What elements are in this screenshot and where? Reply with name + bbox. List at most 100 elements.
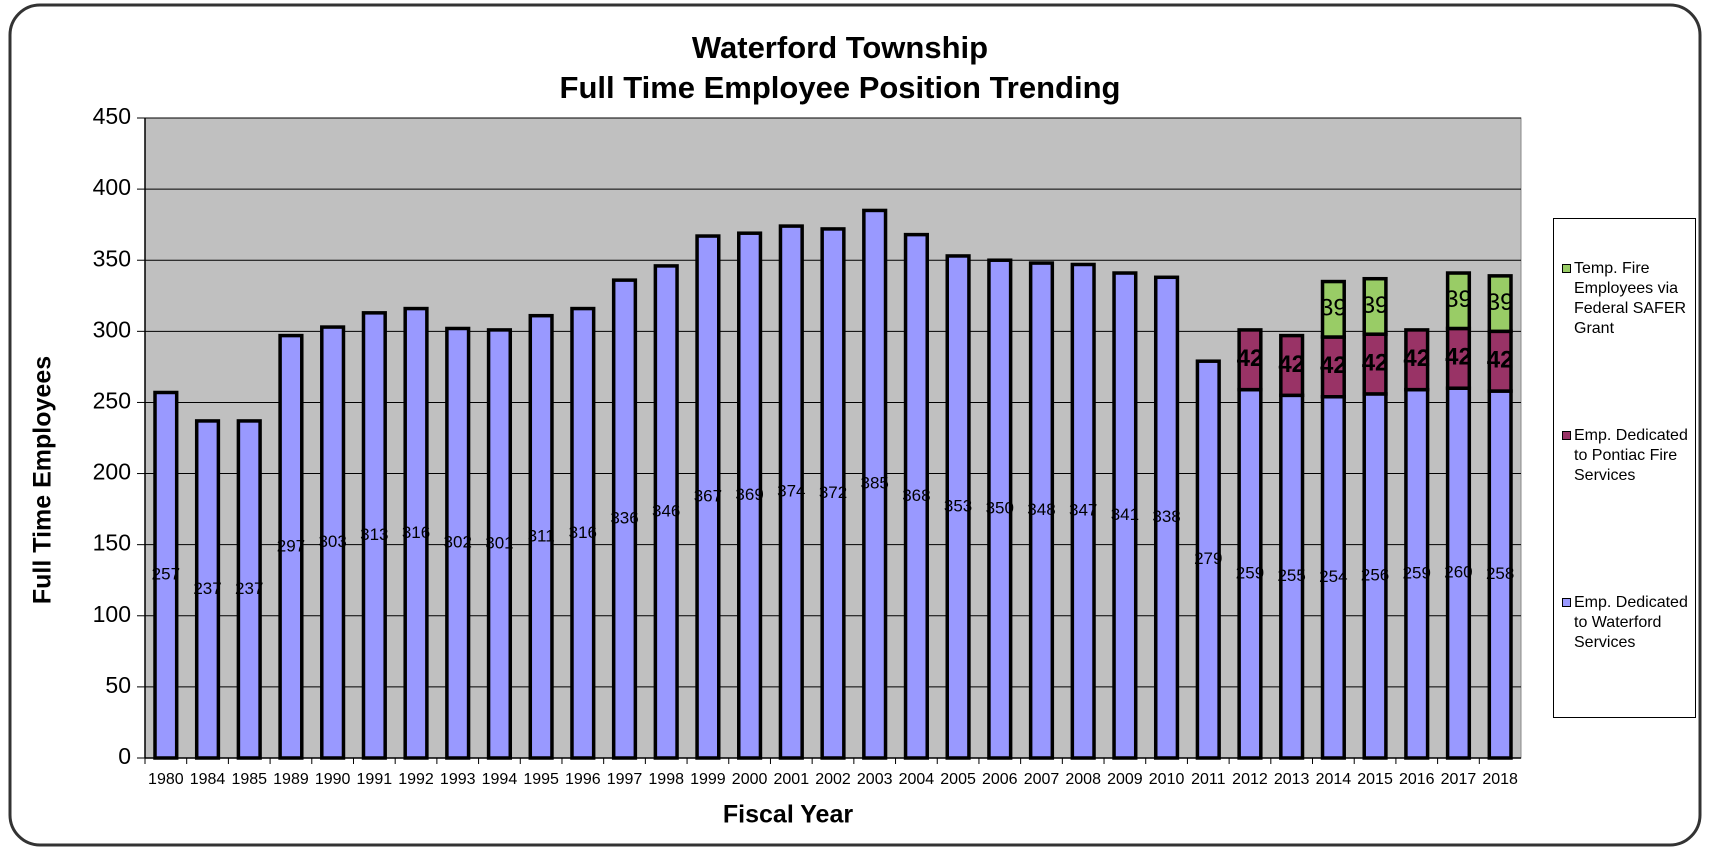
legend-swatch (1562, 264, 1571, 273)
x-tick-label: 2008 (1065, 771, 1101, 788)
bar-segment (1195, 359, 1221, 760)
data-label: 42 (1403, 345, 1430, 372)
y-tick-label: 250 (93, 388, 131, 414)
x-tick-label: 2015 (1357, 771, 1393, 788)
x-tick-label: 2016 (1399, 771, 1435, 788)
y-tick-label: 50 (105, 672, 131, 698)
x-tick-label: 2004 (899, 771, 935, 788)
x-tick-label: 2001 (774, 771, 810, 788)
x-tick-label: 1992 (398, 771, 434, 788)
x-tick-label: 1991 (357, 771, 393, 788)
data-label: 39 (1487, 289, 1514, 316)
data-label: 346 (652, 501, 680, 520)
x-tick-label: 1999 (690, 771, 726, 788)
data-label: 303 (318, 532, 346, 551)
bar-segment (903, 232, 929, 760)
data-label: 259 (1236, 563, 1264, 582)
bar-segment (570, 306, 596, 760)
x-tick-label: 2006 (982, 771, 1018, 788)
x-tick-label: 1993 (440, 771, 476, 788)
x-axis-title: Fiscal Year (723, 801, 853, 829)
data-label: 311 (528, 526, 555, 545)
data-label: 302 (444, 533, 472, 552)
bar-segment (1153, 275, 1180, 760)
y-axis-title: Full Time Employees (29, 356, 57, 604)
data-label: 42 (1487, 347, 1514, 374)
x-tick-label: 2012 (1232, 771, 1268, 788)
bar-segment (153, 390, 179, 760)
x-tick-label: 2011 (1191, 771, 1226, 788)
chart-title: Waterford Township (692, 30, 988, 65)
x-tick-label: 2018 (1482, 771, 1518, 788)
y-tick-label: 400 (93, 174, 131, 200)
data-label: 42 (1237, 345, 1264, 372)
data-label: 42 (1445, 344, 1472, 371)
data-label: 254 (1319, 567, 1347, 586)
bar-segment (486, 328, 513, 760)
bar-segment (236, 419, 262, 760)
bar-segment (653, 264, 679, 760)
x-tick-label: 1984 (190, 771, 226, 788)
x-tick-label: 2014 (1316, 771, 1352, 788)
x-tick-label: 2005 (940, 771, 976, 788)
legend: Temp. Fire Employees via Federal SAFER G… (1553, 218, 1696, 718)
data-label: 259 (1403, 563, 1431, 582)
data-label: 385 (861, 474, 889, 493)
bar-segment (1070, 262, 1096, 760)
bar-segment (987, 258, 1013, 760)
data-label: 255 (1277, 566, 1305, 585)
bar-segment (1028, 261, 1055, 760)
chart-subtitle: Full Time Employee Position Trending (560, 70, 1121, 105)
bar-segment (695, 234, 721, 760)
y-tick-label: 150 (93, 530, 131, 556)
data-label: 260 (1444, 563, 1472, 582)
x-tick-label: 2017 (1441, 771, 1477, 788)
data-label: 348 (1027, 500, 1055, 519)
data-label: 297 (277, 536, 305, 555)
data-label: 39 (1362, 292, 1389, 319)
bar-segment (945, 254, 971, 760)
y-tick-label: 300 (93, 316, 131, 342)
data-label: 237 (193, 579, 221, 598)
bar-segment (320, 325, 346, 760)
data-label: 279 (1194, 549, 1222, 568)
legend-label: Emp. Dedicated to Waterford Services (1574, 594, 1688, 651)
legend-swatch (1562, 431, 1571, 440)
data-label: 372 (819, 483, 847, 502)
y-tick-label: 200 (93, 459, 131, 485)
data-label: 39 (1320, 295, 1347, 322)
data-label: 301 (485, 533, 513, 552)
bar-segment (1237, 328, 1263, 392)
data-label: 350 (986, 499, 1014, 518)
x-tick-label: 1989 (273, 771, 309, 788)
x-tick-label: 2009 (1107, 771, 1143, 788)
data-label: 39 (1445, 286, 1472, 313)
data-label: 316 (569, 523, 597, 542)
legend-label: Temp. Fire Employees via Federal SAFER G… (1574, 260, 1687, 337)
y-tick-label: 100 (93, 601, 131, 627)
data-label: 367 (694, 487, 722, 506)
bar-segment (611, 278, 638, 760)
legend-item: Emp. Dedicated to Pontiac Fire Services (1560, 426, 1692, 486)
x-tick-label: 1998 (648, 771, 684, 788)
x-tick-label: 1996 (565, 771, 601, 788)
y-tick-label: 450 (93, 103, 131, 129)
x-tick-label: 2007 (1024, 771, 1060, 788)
bar-segment (1445, 271, 1472, 331)
x-tick-label: 2010 (1149, 771, 1185, 788)
bar-segment (1320, 279, 1346, 339)
data-label: 42 (1320, 352, 1347, 379)
bar-segment (445, 326, 471, 760)
legend-item: Temp. Fire Employees via Federal SAFER G… (1560, 259, 1692, 339)
bar-segment (737, 231, 763, 760)
bar-segment (1279, 333, 1305, 398)
x-tick-label: 1995 (523, 771, 559, 788)
y-tick-label: 350 (93, 245, 131, 271)
x-tick-label: 2000 (732, 771, 768, 788)
data-label: 42 (1362, 349, 1389, 376)
bar-segment (1362, 276, 1388, 336)
data-label: 316 (402, 523, 430, 542)
data-label: 368 (902, 486, 930, 505)
data-label: 369 (735, 485, 763, 504)
